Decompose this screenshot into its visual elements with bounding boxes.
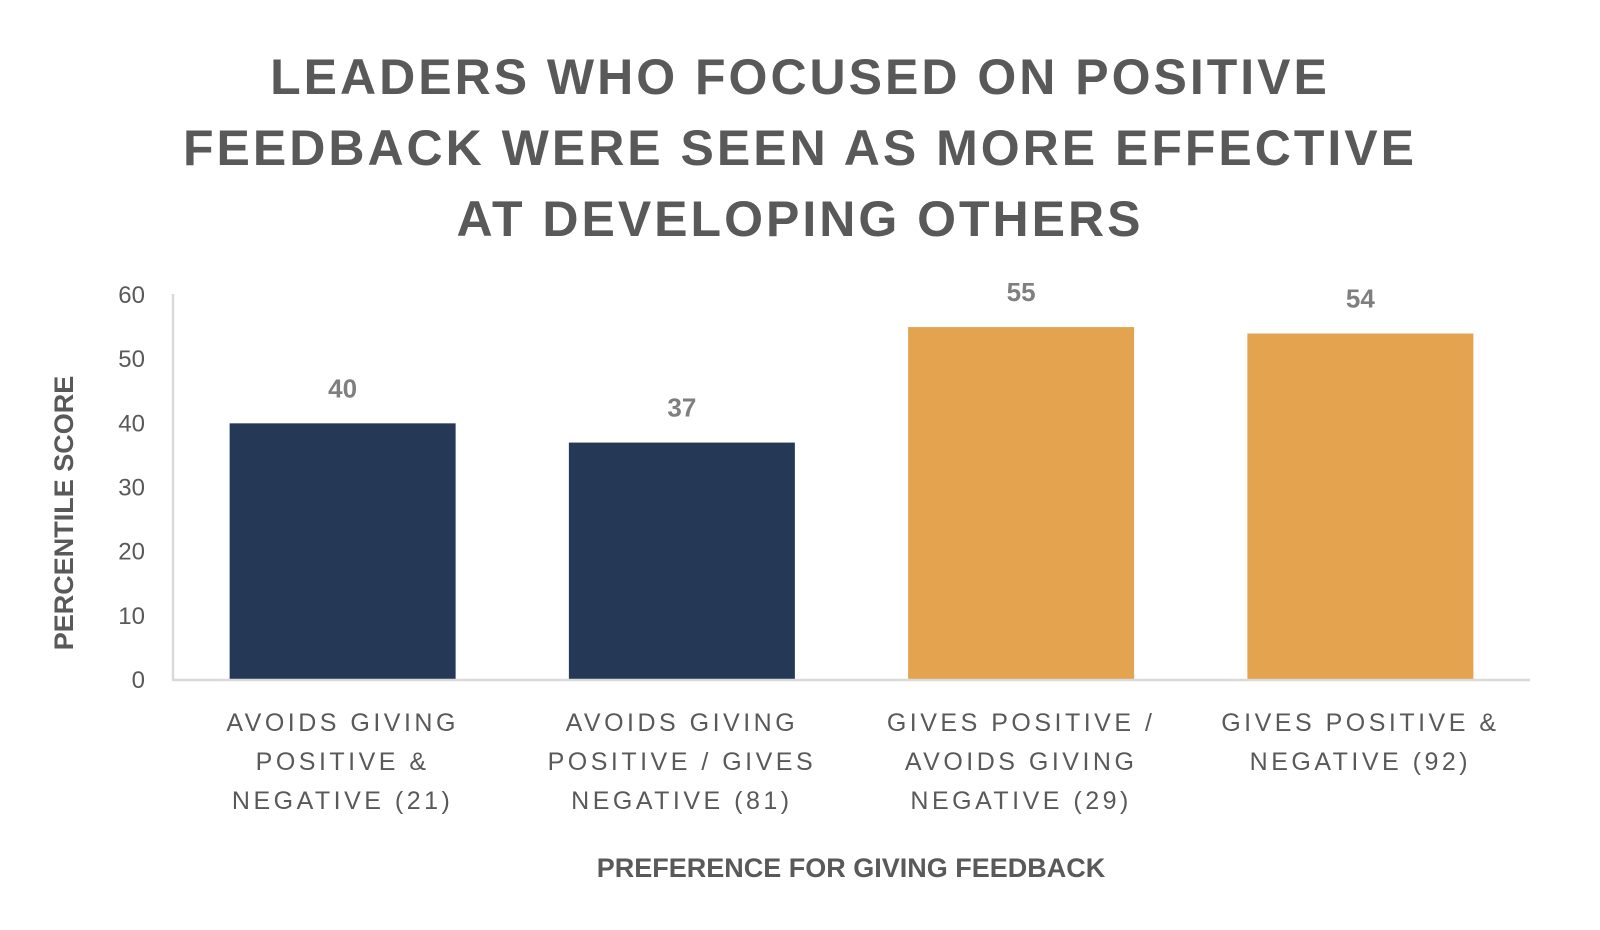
bar [568, 442, 795, 680]
data-label: 54 [1346, 284, 1375, 314]
x-tick-label: POSITIVE / GIVES [548, 748, 817, 776]
data-label: 37 [667, 393, 696, 423]
x-tick-label: NEGATIVE (92) [1250, 748, 1471, 776]
x-tick-label: POSITIVE & [256, 748, 430, 776]
y-tick-label: 0 [132, 667, 145, 694]
y-tick-label: 50 [118, 346, 145, 373]
x-axis-category-labels: AVOIDS GIVING POSITIVE & NEGATIVE (21) AVOI… [226, 709, 1499, 815]
x-tick-label: AVOIDS GIVING [905, 748, 1138, 776]
y-tick-label: 60 [118, 282, 145, 309]
y-tick-label: 20 [118, 539, 145, 566]
x-tick-label: AVOIDS GIVING [566, 709, 799, 737]
chart-title-line: LEADERS WHO FOCUSED ON POSITIVE [270, 49, 1330, 105]
chart-title-line: AT DEVELOPING OTHERS [456, 191, 1144, 247]
x-tick-label: AVOIDS GIVING [226, 709, 459, 737]
y-axis-title: PERCENTILE SCORE [49, 376, 79, 651]
chart-title: LEADERS WHO FOCUSED ON POSITIVE FEEDBACK… [0, 42, 1600, 255]
chart-title-line: FEEDBACK WERE SEEN AS MORE EFFECTIVE [182, 120, 1418, 176]
y-tick-label: 10 [118, 603, 145, 630]
x-tick-label: GIVES POSITIVE & [1221, 709, 1499, 737]
bar [229, 423, 456, 680]
x-tick-label: GIVES POSITIVE / [887, 709, 1156, 737]
bar [1247, 333, 1474, 680]
y-axis-ticks: 0 10 20 30 40 50 60 [118, 282, 145, 694]
data-label: 40 [328, 373, 357, 403]
data-label: 55 [1007, 277, 1036, 307]
x-tick-label: NEGATIVE (21) [232, 787, 453, 815]
y-tick-label: 30 [118, 475, 145, 502]
y-tick-label: 40 [118, 410, 145, 437]
x-axis-title: PREFERENCE FOR GIVING FEEDBACK [597, 853, 1106, 883]
x-tick-label: NEGATIVE (81) [571, 787, 792, 815]
data-labels: 40 37 55 54 [328, 277, 1375, 423]
x-tick-label: NEGATIVE (29) [910, 787, 1131, 815]
bar [908, 327, 1135, 680]
bars [229, 327, 1474, 680]
